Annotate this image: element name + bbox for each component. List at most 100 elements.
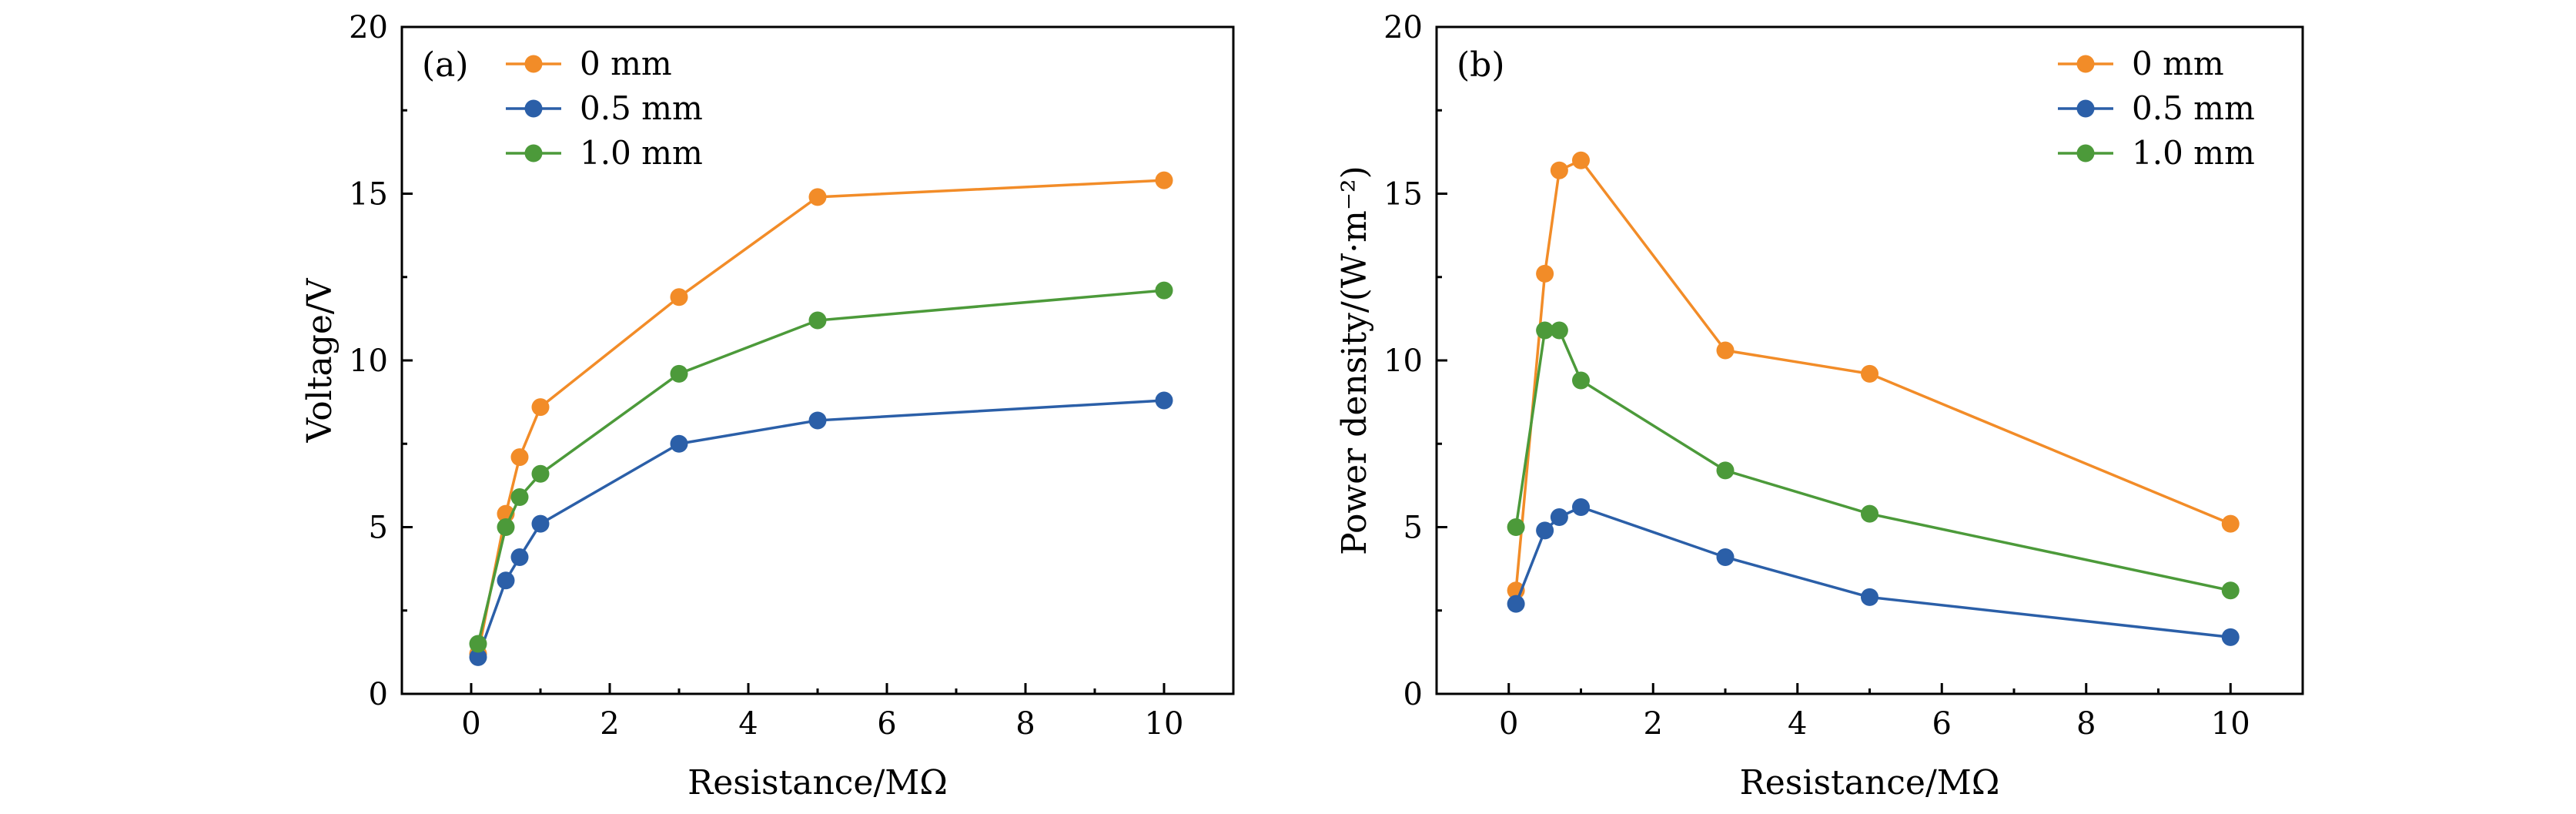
data-point	[510, 548, 529, 566]
legend-marker	[2076, 99, 2095, 118]
legend-entry: 1.0 mm	[2058, 134, 2255, 172]
data-point	[1155, 391, 1173, 410]
data-point	[2221, 628, 2240, 646]
y-tick-label: 15	[349, 177, 388, 213]
x-axis-label: Resistance/MΩ	[1740, 763, 2000, 802]
data-point	[497, 571, 515, 590]
data-point	[1861, 588, 1878, 606]
series-3	[1507, 321, 2240, 600]
legend-label: 0 mm	[2132, 45, 2224, 82]
data-point	[670, 434, 688, 453]
data-point	[1716, 548, 1735, 566]
x-tick-label: 10	[1145, 706, 1184, 742]
legend-label: 0.5 mm	[580, 89, 703, 127]
data-point	[1536, 264, 1554, 283]
y-tick-label: 5	[369, 511, 388, 546]
data-point	[670, 288, 688, 307]
x-tick-label: 8	[2076, 706, 2096, 742]
data-point	[808, 411, 827, 430]
legend-entry: 0 mm	[2058, 45, 2224, 82]
legend-label: 1.0 mm	[580, 134, 703, 172]
series-line	[1514, 505, 2231, 639]
y-tick-label: 15	[1383, 177, 1423, 213]
legend-marker	[524, 99, 543, 118]
legend: 0 mm 0.5 mm 1.0 mm	[506, 45, 703, 172]
chart-panel-b: 0 2 4 6 8 10 0 5 10 15 20 Resistance/MΩ Power densit…	[1335, 10, 2304, 802]
legend-marker	[2076, 144, 2095, 162]
data-point	[2221, 514, 2240, 533]
y-tick-label: 10	[349, 343, 388, 379]
x-tick-label: 0	[461, 706, 480, 742]
data-point	[469, 648, 487, 666]
data-point	[1716, 461, 1735, 480]
data-point	[1155, 281, 1173, 300]
data-point	[1550, 161, 1568, 179]
x-tick-label: 10	[2211, 706, 2250, 742]
legend-label: 1.0 mm	[2132, 134, 2255, 172]
x-tick-label: 2	[1644, 706, 1663, 742]
y-tick-label: 0	[369, 677, 388, 712]
data-point	[808, 311, 827, 330]
data-point	[1572, 371, 1590, 390]
x-tick-label: 4	[738, 706, 758, 742]
panel-label: (a)	[422, 45, 469, 85]
y-tick-label: 0	[1403, 677, 1423, 712]
legend-marker	[524, 55, 543, 73]
data-point	[1550, 508, 1568, 527]
x-tick-label: 8	[1015, 706, 1035, 742]
y-axis-label: Voltage/V	[300, 277, 340, 443]
series-line	[477, 289, 1165, 645]
x-axis-label: Resistance/MΩ	[687, 763, 948, 802]
y-tick-label: 10	[1383, 343, 1423, 379]
chart-panel-a: 0 2 4 6 8 10 0 5 10 15 20 Resistance/MΩ Voltage/V (a)…	[300, 10, 1235, 802]
series-3	[469, 281, 1173, 653]
legend-marker	[524, 144, 543, 162]
data-point	[2221, 581, 2240, 600]
series-2	[469, 391, 1173, 666]
data-point	[497, 518, 515, 536]
legend-entry: 0.5 mm	[2058, 89, 2255, 127]
data-point	[510, 488, 529, 507]
data-point	[1572, 498, 1590, 517]
legend-label: 0 mm	[580, 45, 672, 82]
data-point	[510, 448, 529, 467]
x-tick-label: 6	[877, 706, 896, 742]
x-tick-label: 4	[1788, 706, 1807, 742]
x-tick-label: 0	[1499, 706, 1518, 742]
data-point	[531, 464, 550, 483]
y-tick-label: 5	[1403, 511, 1423, 546]
x-tick-label: 2	[600, 706, 619, 742]
data-point	[1716, 341, 1735, 360]
panel-label: (b)	[1457, 45, 1505, 85]
series-1	[1507, 151, 2240, 600]
data-point	[469, 635, 487, 653]
legend-entry: 1.0 mm	[506, 134, 703, 172]
legend-entry: 0.5 mm	[506, 89, 703, 127]
legend-entry: 0 mm	[506, 45, 672, 82]
series-2	[1507, 498, 2240, 646]
data-point	[531, 514, 550, 533]
y-axis-label: Power density/(W·m⁻²)	[1335, 166, 1374, 555]
data-point	[1507, 518, 1525, 536]
plot-area-frame	[400, 25, 1235, 695]
y-tick-label: 20	[1383, 10, 1423, 45]
data-point	[808, 188, 827, 206]
data-point	[1507, 595, 1525, 613]
data-point	[531, 398, 550, 417]
data-point	[1536, 321, 1554, 340]
data-point	[1155, 171, 1173, 189]
data-point	[670, 364, 688, 383]
y-tick-label: 20	[349, 10, 388, 45]
data-point	[1550, 321, 1568, 340]
series-line	[477, 399, 1165, 658]
legend-label: 0.5 mm	[2132, 89, 2255, 127]
legend: 0 mm 0.5 mm 1.0 mm	[2058, 45, 2255, 172]
data-point	[1861, 504, 1878, 523]
x-tick-label: 6	[1932, 706, 1952, 742]
legend-marker	[2076, 55, 2095, 73]
data-point	[1536, 521, 1554, 540]
data-point	[1572, 151, 1590, 169]
data-point	[1861, 364, 1878, 383]
